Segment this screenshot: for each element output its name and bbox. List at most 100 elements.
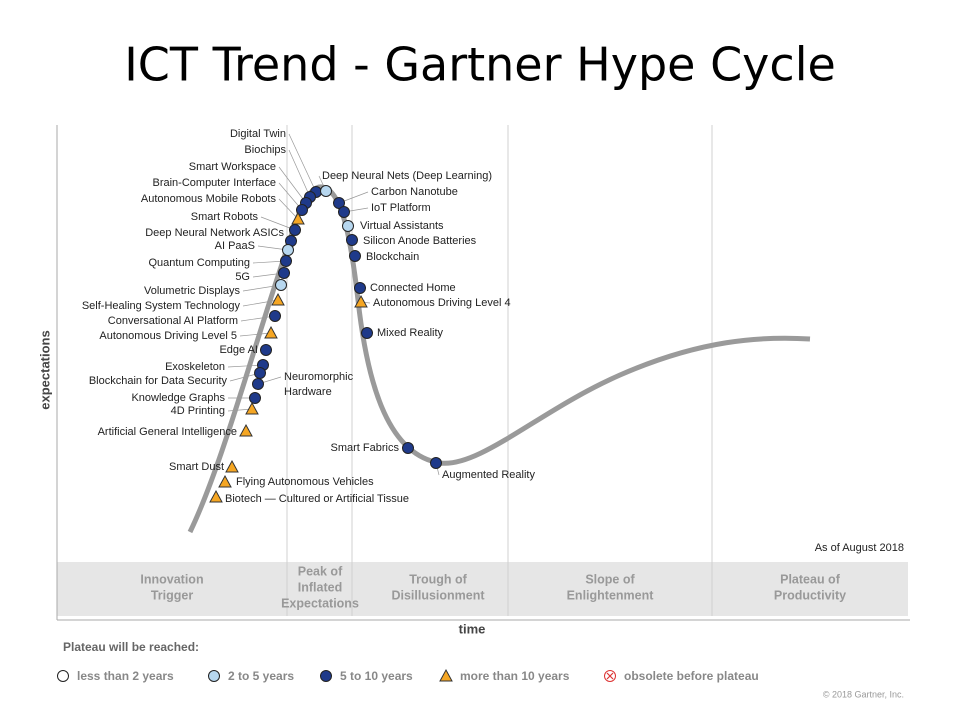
technology-label: Smart Dust: [169, 461, 224, 473]
technology-label: Brain-Computer Interface: [153, 177, 277, 189]
as-of: As of August 2018: [815, 542, 904, 554]
marker-circle: [249, 392, 261, 404]
marker-triangle: [209, 489, 223, 503]
phase-label: Plateau of: [780, 572, 841, 586]
leader-line: [242, 284, 282, 292]
technology-label: Deep Neural Nets (Deep Learning): [322, 170, 492, 182]
marker-circle: [57, 670, 69, 682]
technology-label: Autonomous Driving Level 4: [373, 297, 511, 309]
technology-label: Digital Twin: [230, 128, 286, 140]
marker-circle: [342, 220, 354, 232]
marker-circle: [254, 367, 266, 379]
marker-circle: [275, 279, 287, 291]
marker-triangle: [291, 211, 305, 225]
marker-triangle: [264, 325, 278, 339]
phase-label: Trough of: [409, 572, 467, 586]
technology-label: Blockchain: [366, 251, 419, 263]
technology-label: Volumetric Displays: [144, 285, 240, 297]
leader-line: [239, 332, 272, 337]
marker-circle: [296, 204, 308, 216]
technology-label: Self-Healing System Technology: [82, 300, 241, 312]
marker-circle: [280, 255, 292, 267]
legend: less than 2 years 2 to 5 years 5 to 10 yea…: [57, 668, 759, 683]
marker-circle: [354, 282, 366, 294]
marker-circle: [349, 250, 361, 262]
legend-label: less than 2 years: [77, 669, 174, 683]
marker-circle: [430, 457, 442, 469]
marker-circle: [346, 234, 358, 246]
technology-label: Edge AI: [219, 344, 258, 356]
legend-label: more than 10 years: [460, 669, 570, 683]
technology-label: Knowledge Graphs: [131, 392, 225, 404]
technology-label: Blockchain for Data Security: [89, 375, 228, 387]
marker-circle: [269, 310, 281, 322]
marker-triangle: [218, 474, 232, 488]
phase-label: Peak of: [298, 564, 343, 578]
slide-title: ICT Trend - Gartner Hype Cycle: [124, 38, 836, 92]
technology-label: 5G: [235, 271, 250, 283]
marker-triangle: [239, 423, 253, 437]
technology-label: Deep Neural Network ASICs: [145, 227, 284, 239]
technology-label: Flying Autonomous Vehicles: [236, 476, 374, 488]
marker-circle: [252, 378, 264, 390]
technology-label: Biochips: [244, 144, 286, 156]
technology-label: Hardware: [284, 386, 332, 398]
y-axis-label: expectations: [37, 330, 52, 409]
technologies: Digital Twin Biochips Smart Workspace Brain…: [82, 128, 536, 505]
hype-curve: [187, 184, 811, 534]
technology-label: Smart Workspace: [189, 161, 276, 173]
legend-label: 2 to 5 years: [228, 669, 294, 683]
marker-circle: [320, 185, 332, 197]
technology-label: IoT Platform: [371, 202, 431, 214]
technology-label: Virtual Assistants: [360, 220, 444, 232]
technology-label: Autonomous Driving Level 5: [99, 330, 237, 342]
marker-circle: [289, 224, 301, 236]
marker-circle: [260, 344, 272, 356]
marker-circle: [320, 670, 332, 682]
marker-circle: [282, 244, 294, 256]
marker-circle: [278, 267, 290, 279]
leader-line: [242, 299, 279, 307]
marker-cross: [606, 672, 614, 680]
technology-label: Connected Home: [370, 282, 456, 294]
technology-label: Carbon Nanotube: [371, 186, 458, 198]
marker-circle: [402, 442, 414, 454]
marker-circle: [208, 670, 220, 682]
phase-band: [57, 562, 908, 616]
technology-label: Neuromorphic: [284, 371, 354, 383]
legend-label: obsolete before plateau: [624, 669, 759, 683]
technology-label: Augmented Reality: [442, 469, 535, 481]
technology-label: Autonomous Mobile Robots: [141, 193, 277, 205]
phase-label: Innovation: [140, 572, 203, 586]
marker-triangle: [439, 668, 453, 682]
technology-label: Quantum Computing: [149, 257, 251, 269]
marker-circle: [338, 206, 350, 218]
copyright: © 2018 Gartner, Inc.: [823, 689, 904, 699]
marker-triangle: [245, 401, 259, 415]
leader-line: [288, 133, 317, 193]
technology-label: Artificial General Intelligence: [98, 426, 237, 438]
phase-label: Slope of: [585, 572, 635, 586]
marker-triangle: [354, 294, 368, 308]
phase-labels: Innovation Trigger Peak of Inflated Expectat…: [140, 564, 846, 610]
marker-triangle: [225, 459, 239, 473]
phase-label: Expectations: [281, 596, 359, 610]
marker-circle: [333, 197, 345, 209]
x-axis-label: time: [459, 621, 486, 636]
phase-label: Enlightenment: [567, 588, 655, 602]
legend-label: 5 to 10 years: [340, 669, 413, 683]
phase-label: Trigger: [151, 588, 194, 602]
technology-label: Smart Fabrics: [331, 442, 400, 454]
phase-label: Productivity: [774, 588, 846, 602]
technology-label: Exoskeleton: [165, 361, 225, 373]
leader-line: [260, 216, 296, 231]
phase-dividers: [286, 125, 713, 616]
technology-label: Silicon Anode Batteries: [363, 235, 477, 247]
leader-line: [288, 149, 311, 198]
technology-label: Smart Robots: [191, 211, 259, 223]
technology-label: AI PaaS: [215, 240, 255, 252]
technology-label: Conversational AI Platform: [108, 315, 238, 327]
technology-label: Mixed Reality: [377, 327, 444, 339]
legend-title: Plateau will be reached:: [63, 640, 199, 654]
